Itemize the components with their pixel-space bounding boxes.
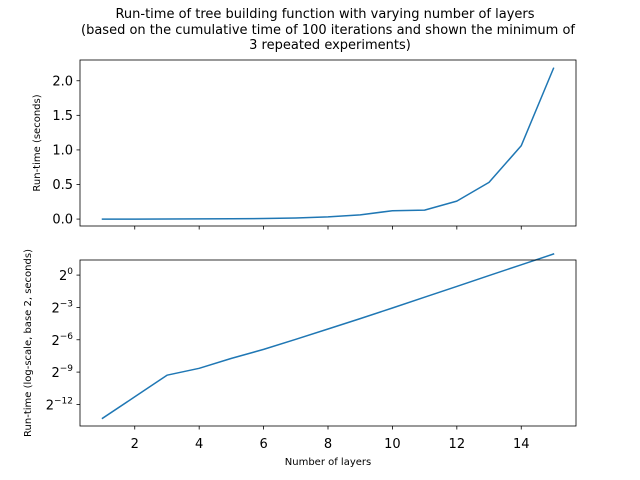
top-yticks: 0.0 0.5 1.0 1.5 2.0 (52, 74, 80, 228)
top-axes-frame (79, 59, 577, 227)
top-ytick-label-2: 1.0 (52, 143, 73, 158)
bottom-ytick-label-3: 2−9 (51, 364, 73, 381)
chart-title-line-3: 3 repeated experiments) (249, 38, 411, 53)
bottom-series-line (101, 253, 555, 420)
top-ytick-label-0: 0.0 (52, 213, 73, 228)
top-ytick-label-3: 1.5 (52, 109, 73, 124)
top-series-line (101, 67, 555, 220)
bottom-x-axis-label: Number of layers (285, 457, 371, 468)
top-ytick-label-1: 0.5 (52, 178, 73, 193)
bottom-xtick-label-4: 10 (384, 437, 401, 452)
bottom-ytick-label-1: 2−3 (51, 299, 73, 316)
chart-title-line-2: (based on the cumulative time of 100 ite… (81, 23, 575, 38)
bottom-panel: 2 4 6 8 10 12 14 20 2−3 2−6 2−9 2−12 Run-time (log… (23, 249, 577, 468)
top-panel: 0.0 0.5 1.0 1.5 2.0 Run-time (seconds) (32, 59, 577, 230)
bottom-axes-frame (79, 259, 577, 427)
bottom-xtick-label-0: 2 (131, 437, 139, 452)
bottom-xtick-label-5: 12 (449, 437, 466, 452)
bottom-xtick-label-3: 8 (324, 437, 332, 452)
bottom-xtick-label-6: 14 (513, 437, 530, 452)
bottom-xticks: 2 4 6 8 10 12 14 (131, 426, 530, 452)
bottom-ytick-label-2: 2−6 (51, 332, 73, 349)
top-y-axis-label: Run-time (seconds) (32, 94, 43, 191)
chart-title-line-1: Run-time of tree building function with … (115, 7, 534, 22)
bottom-ytick-label-0: 20 (59, 267, 73, 284)
bottom-yticks: 20 2−3 2−6 2−9 2−12 (46, 267, 80, 413)
bottom-xtick-label-1: 4 (195, 437, 203, 452)
bottom-y-axis-label: Run-time (log-scale, base 2, seconds) (23, 249, 34, 437)
bottom-ytick-label-4: 2−12 (46, 396, 73, 413)
top-ytick-label-4: 2.0 (52, 74, 73, 89)
bottom-xtick-label-2: 6 (259, 437, 267, 452)
top-xticks (134, 226, 522, 230)
